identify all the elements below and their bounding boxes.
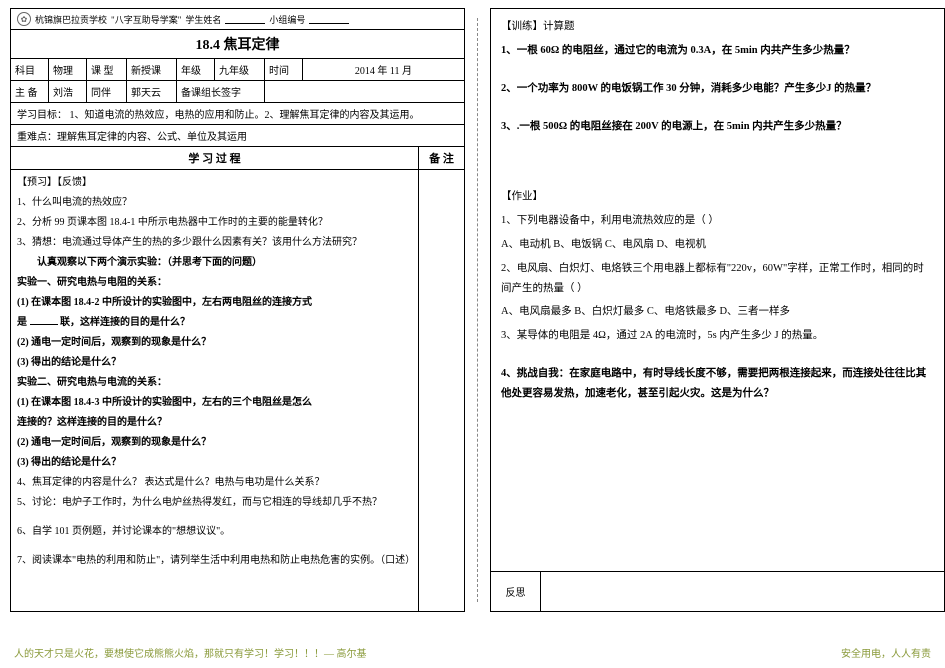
right-column: 【训练】计算题 1、一根 60Ω 的电阻丝，通过它的电流为 0.3A，在 5mi… — [490, 8, 945, 612]
info-row-2: 主 备 刘浩 同伴 郭天云 备课组长签字 — [11, 81, 464, 103]
notes-column — [419, 170, 464, 611]
exp1-q1b-prefix: 是 — [17, 317, 27, 328]
q-discussion: 5、讨论：电炉子工作时，为什么电炉丝热得发红，而与它相连的导线却几乎不热？ — [17, 494, 412, 511]
exp2-q2: (2) 通电一定时间后，观察到的现象是什么？ — [17, 434, 412, 451]
author-label: 主 备 — [11, 81, 49, 102]
learning-target: 学习目标： 1、知道电流的热效应，电热的应用和防止。2、理解焦耳定律的内容及其运… — [11, 103, 464, 125]
exp1-q2: (2) 通电一定时间后，观察到的现象是什么？ — [17, 334, 412, 351]
q-joule-law: 4、焦耳定律的内容是什么？ 表达式是什么？电热与电功是什么关系？ — [17, 474, 412, 491]
content-body: 【预习】【反馈】 1、什么叫电流的热效应？ 2、分析 99 页课本图 18.4-… — [11, 170, 464, 611]
calc-q3: 3、.一根 500Ω 的电阻丝接在 200V 的电源上，在 5min 内共产生多… — [501, 117, 934, 137]
exp2-title: 实验二、研究电热与电流的关系： — [17, 374, 412, 391]
key-points: 重难点：理解焦耳定律的内容、公式、单位及其运用 — [11, 125, 464, 147]
school-name: 杭锦旗巴拉贡学校 — [35, 13, 107, 26]
footer-slogan: 安全用电，人人有责 — [841, 645, 931, 660]
homework-heading: 【作业】 — [501, 187, 934, 207]
hw-q2: 2、电风扇、白炽灯、电烙铁三个用电器上都标有"220v，60W"字样，正常工作时… — [501, 259, 934, 299]
hw-q2-options: A、电风扇最多 B、白炽灯最多 C、电烙铁最多 D、三者一样多 — [501, 302, 934, 322]
content-main: 【预习】【反馈】 1、什么叫电流的热效应？ 2、分析 99 页课本图 18.4-… — [11, 170, 419, 611]
reflection-label: 反思 — [491, 572, 541, 611]
worksheet-page: ✿ 杭锦旗巴拉贡学校 "八字互助导学案" 学生姓名 小组编号 18.4 焦耳定律… — [0, 0, 945, 620]
preview-heading: 【预习】【反馈】 — [17, 174, 412, 191]
exp1-title: 实验一、研究电热与电阻的关系： — [17, 274, 412, 291]
exp2-q3: (3) 得出的结论是什么？ — [17, 454, 412, 471]
notes-title: 备 注 — [419, 147, 464, 169]
exp1-q3: (3) 得出的结论是什么？ — [17, 354, 412, 371]
process-title: 学 习 过 程 — [11, 147, 419, 169]
student-label: 学生姓名 — [185, 13, 221, 26]
page-footer: 人的天才只是火花，要想使它成熊熊火焰，那就只有学习！学习！！！— 高尔基 安全用… — [14, 645, 931, 660]
hw-q4: 4、挑战自我：在家庭电路中，有时导线长度不够，需要把两根连接起来，而连接处往往比… — [501, 364, 934, 404]
hw-q1-options: A、电动机 B、电饭锅 C、电风扇 D、电视机 — [501, 235, 934, 255]
q-guess-factors: 3、猜想：电流通过导体产生的热的多少跟什么因素有关？该用什么方法研究？ — [17, 234, 412, 251]
q-reading: 7、阅读课本"电热的利用和防止"，请列举生活中利用电热和防止电热危害的实例。（口… — [17, 552, 412, 569]
reflection-body[interactable] — [541, 572, 944, 611]
grade-label: 年级 — [177, 59, 215, 80]
group-label: 小组编号 — [269, 13, 305, 26]
info-row-1: 科目 物理 课 型 新授课 年级 九年级 时间 2014 年 11 月 — [11, 59, 464, 81]
left-column: ✿ 杭锦旗巴拉贡学校 "八字互助导学案" 学生姓名 小组编号 18.4 焦耳定律… — [10, 8, 465, 612]
observe-instruction: 认真观察以下两个演示实验：（并思考下面的问题） — [17, 254, 412, 271]
grade-value: 九年级 — [215, 59, 265, 80]
exp1-q1b: 是 联，这样连接的目的是什么？ — [17, 314, 412, 331]
group-number-blank[interactable] — [309, 14, 349, 24]
time-label: 时间 — [265, 59, 303, 80]
footer-quote: 人的天才只是火花，要想使它成熊熊火焰，那就只有学习！学习！！！— 高尔基 — [14, 645, 367, 660]
calc-q2: 2、一个功率为 800W 的电饭锅工作 30 分钟，消耗多少电能？产生多少J 的… — [501, 79, 934, 99]
hw-q1: 1、下列电器设备中，利用电流热效应的是（ ） — [501, 211, 934, 231]
subject-value: 物理 — [49, 59, 87, 80]
signer-label: 备课组长签字 — [177, 81, 265, 102]
right-content: 【训练】计算题 1、一根 60Ω 的电阻丝，通过它的电流为 0.3A，在 5mi… — [491, 9, 944, 571]
form-name: "八字互助导学案" — [111, 13, 181, 26]
exp1-q1b-suffix: 联，这样连接的目的是什么？ — [60, 317, 190, 328]
exp1-q1a: (1) 在课本图 18.4-2 中所设计的实验图中，左右两电阻丝的连接方式 — [17, 294, 412, 311]
subject-label: 科目 — [11, 59, 49, 80]
training-heading: 【训练】计算题 — [501, 17, 934, 37]
type-value: 新授课 — [127, 59, 177, 80]
reflection-row: 反思 — [491, 571, 944, 611]
calc-q1: 1、一根 60Ω 的电阻丝，通过它的电流为 0.3A，在 5min 内共产生多少… — [501, 41, 934, 61]
homework-section: 【作业】 1、下列电器设备中，利用电流热效应的是（ ） A、电动机 B、电饭锅 … — [501, 187, 934, 404]
school-header: ✿ 杭锦旗巴拉贡学校 "八字互助导学案" 学生姓名 小组编号 — [11, 9, 464, 30]
type-label: 课 型 — [87, 59, 127, 80]
connection-type-blank[interactable] — [30, 314, 58, 325]
author-value: 刘浩 — [49, 81, 87, 102]
column-divider — [477, 18, 478, 602]
hw-q3: 3、某导体的电阻是 4Ω，通过 2A 的电流时，5s 内产生多少 J 的热量。 — [501, 326, 934, 346]
q-self-study: 6、自学 101 页例题，并讨论课本的"想想议议"。 — [17, 523, 412, 540]
process-header: 学 习 过 程 备 注 — [11, 147, 464, 170]
q-heat-effect: 1、什么叫电流的热效应？ — [17, 194, 412, 211]
exp2-q1a: (1) 在课本图 18.4-3 中所设计的实验图中，左右的三个电阻丝是怎么 — [17, 394, 412, 411]
exp2-q1b: 连接的？这样连接的目的是什么？ — [17, 414, 412, 431]
lesson-title: 18.4 焦耳定律 — [11, 30, 464, 59]
q-energy-transform: 2、分析 99 页课本图 18.4-1 中所示电热器中工作时的主要的能量转化？ — [17, 214, 412, 231]
partner-label: 同伴 — [87, 81, 127, 102]
partner-value: 郭天云 — [127, 81, 177, 102]
signer-value — [265, 81, 464, 102]
school-logo-icon: ✿ — [17, 12, 31, 26]
student-name-blank[interactable] — [225, 14, 265, 24]
time-value: 2014 年 11 月 — [303, 59, 464, 80]
